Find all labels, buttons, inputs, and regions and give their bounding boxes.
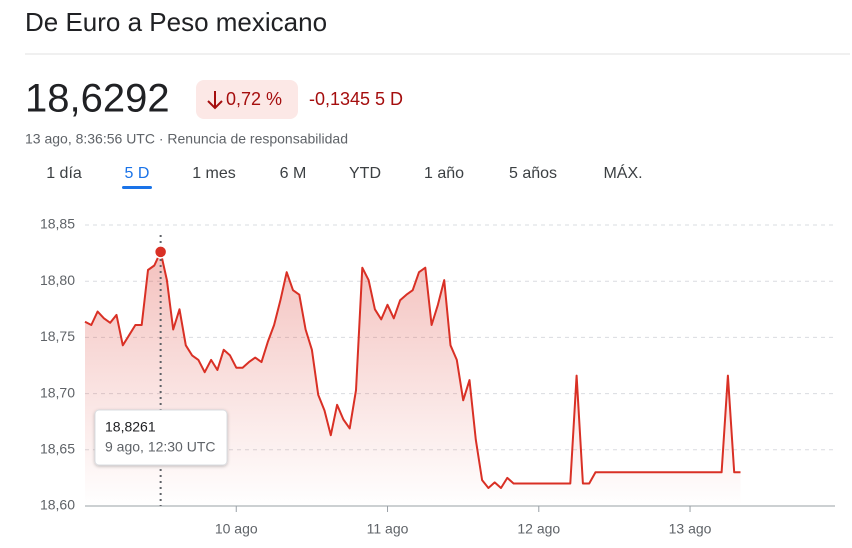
hover-point <box>153 245 168 259</box>
change-badge <box>196 80 298 119</box>
range-tab[interactable]: 5 años <box>509 165 557 182</box>
y-tick-label: 18,70 <box>40 384 75 400</box>
y-tick-label: 18,80 <box>40 272 75 288</box>
down-arrow <box>207 91 223 110</box>
y-tick-label: 18,65 <box>40 441 75 457</box>
x-tick-label: 11 ago <box>367 521 409 537</box>
range-tab[interactable]: 1 mes <box>192 165 236 182</box>
range-tab[interactable]: YTD <box>349 165 381 182</box>
active-tab-underline <box>122 186 152 189</box>
change-absolute: -0,1345 5 D <box>309 89 403 109</box>
x-tick-label: 13 ago <box>669 521 712 537</box>
range-tab[interactable]: 1 año <box>424 165 464 182</box>
y-tick-label: 18,75 <box>40 328 75 344</box>
tooltip-time: 9 ago, 12:30 UTC <box>105 439 216 455</box>
area <box>85 251 741 506</box>
range-tab[interactable]: 6 M <box>280 165 307 182</box>
line <box>84 250 741 489</box>
x-tick-label: 10 ago <box>215 521 258 537</box>
y-tick-label: 18,60 <box>40 497 75 513</box>
x-tick-label: 12 ago <box>517 521 560 537</box>
range-tabs: 1 día 5 D 1 mes 6 M YTD 1 año 5 años MÁX. <box>46 163 643 189</box>
subtitle: 13 ago, 8:36:56 UTC · Renuncia de respon… <box>25 131 348 147</box>
price: 18,6292 <box>25 77 170 121</box>
tooltip-box <box>94 409 228 466</box>
title: De Euro a Peso mexicano <box>25 7 327 37</box>
tooltip-value: 18,8261 <box>105 419 156 435</box>
change-percent: 0,72 % <box>226 89 282 109</box>
range-tab[interactable]: 1 día <box>46 165 82 182</box>
range-tab[interactable]: MÁX. <box>603 163 642 182</box>
y-tick-label: 18,85 <box>40 216 75 232</box>
range-tab[interactable]: 5 D <box>125 165 150 182</box>
plot: 18,60 18,65 18,70 18,75 18,80 18,85 10 ago 11 a… <box>40 216 835 537</box>
